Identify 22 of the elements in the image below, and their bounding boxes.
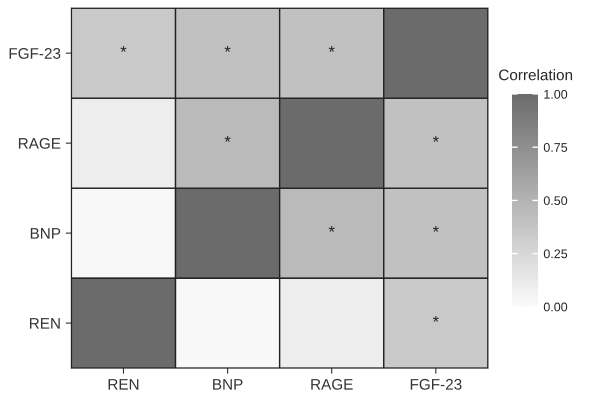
color-bar-label: 0.00	[544, 302, 568, 312]
data-label: *	[224, 136, 231, 142]
color-bar-label: 0.75	[544, 143, 568, 152]
y-tick-label: BNP	[30, 228, 60, 239]
color-bar-label: 0.50	[544, 196, 568, 206]
data-label: *	[432, 316, 439, 322]
data-label: *	[432, 136, 439, 142]
x-tick-label: FGF-23	[410, 378, 462, 390]
color-bar-label: 1.00	[544, 90, 568, 99]
data-label: *	[120, 46, 126, 52]
color-bar-title: Correlation	[499, 69, 572, 80]
y-tick-label: FGF-23	[10, 48, 60, 59]
data-label: *	[328, 226, 335, 232]
color-bar-label: 0.25	[544, 249, 568, 258]
data-label: *	[432, 226, 439, 232]
x-tick-label: RAGE	[311, 378, 353, 390]
data-label: *	[328, 46, 335, 52]
x-tick-label: BNP	[213, 379, 242, 390]
x-tick-label: REN	[108, 379, 138, 390]
y-tick-label: REN	[30, 318, 60, 329]
y-tick-label: RAGE	[18, 138, 60, 149]
data-label: *	[224, 46, 231, 52]
